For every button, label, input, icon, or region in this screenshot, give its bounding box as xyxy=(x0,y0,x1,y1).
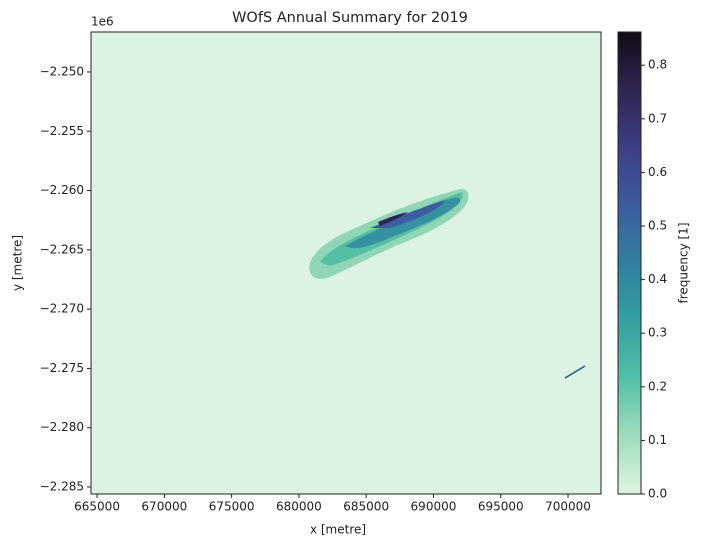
colorbar xyxy=(617,31,642,495)
plot-frame xyxy=(90,31,602,495)
colorbar-tick-label: 0.5 xyxy=(648,219,667,233)
chart-title: WOfS Annual Summary for 2019 xyxy=(232,10,468,26)
colorbar-tick-label: 0.1 xyxy=(648,433,667,447)
x-tick-label: 700000 xyxy=(545,500,591,514)
y-tick-label: −2.260 xyxy=(40,183,84,197)
colorbar-tick-label: 0.2 xyxy=(648,379,667,393)
x-tick-label: 670000 xyxy=(141,500,187,514)
y-tick-label: −2.265 xyxy=(40,242,84,256)
colorbar-tick-label: 0.3 xyxy=(648,326,667,340)
colorbar-label: frequency [1] xyxy=(677,223,691,304)
x-tick-label: 675000 xyxy=(209,500,255,514)
colorbar-tick-label: 0.4 xyxy=(648,272,667,286)
x-tick-label: 680000 xyxy=(276,500,322,514)
x-tick-label: 685000 xyxy=(343,500,389,514)
water-body xyxy=(309,189,586,379)
colorbar-tick-label: 0.8 xyxy=(648,58,667,72)
y-tick-label: −2.250 xyxy=(40,64,84,78)
y-tick-label: −2.275 xyxy=(40,361,84,375)
colorbar-tick-label: 0.6 xyxy=(648,165,667,179)
colorbar-tick-label: 0.0 xyxy=(648,487,667,501)
y-tick-label: −2.280 xyxy=(40,420,84,434)
y-tick-label: −2.285 xyxy=(40,480,84,494)
y-tick-label: −2.270 xyxy=(40,302,84,316)
x-axis-label: x [metre] xyxy=(310,523,366,537)
y-tick-label: −2.255 xyxy=(40,124,84,138)
x-tick-label: 695000 xyxy=(478,500,524,514)
y-offset-label: 1e6 xyxy=(91,15,114,29)
y-axis-label: y [metre] xyxy=(11,235,25,291)
x-tick-label: 690000 xyxy=(411,500,457,514)
colorbar-tick-label: 0.7 xyxy=(648,111,667,125)
x-tick-label: 665000 xyxy=(74,500,120,514)
